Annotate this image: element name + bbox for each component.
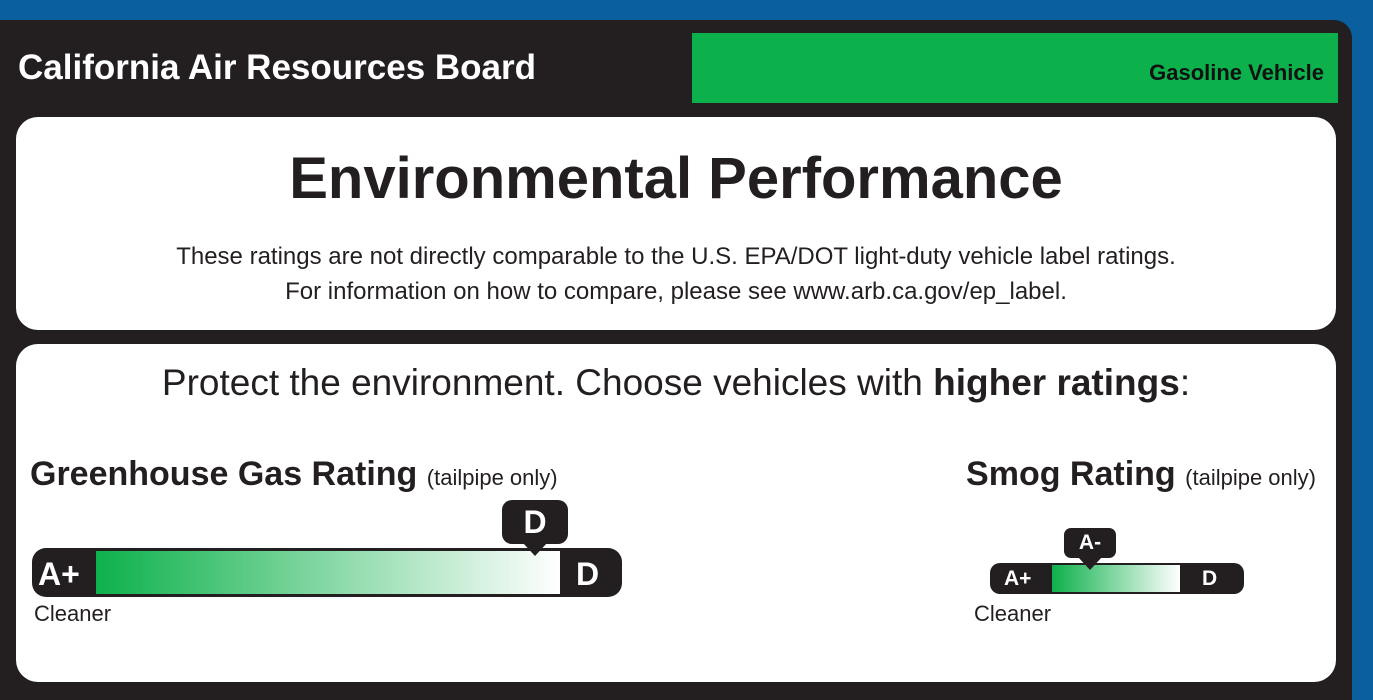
rating-scale: A+ D: [990, 563, 1244, 594]
note: These ratings are not directly comparabl…: [176, 243, 1176, 270]
scale-worst: D: [576, 556, 600, 592]
ratings-box: Protect the environment. Choose vehicles…: [16, 344, 1336, 682]
rating-qualifier: (tailpipe only): [1185, 465, 1316, 490]
note: For information on how to compare, pleas…: [285, 278, 1067, 305]
rating-name: Greenhouse Gas Rating (tailpipe only): [30, 455, 558, 494]
rating-title: Smog Rating: [966, 455, 1176, 493]
tagline-text: Protect the environment. Choose vehicles…: [161, 362, 934, 403]
vehicle-type-box: Gasoline Vehicle: [692, 33, 1338, 103]
tagline-end: :: [1179, 362, 1191, 403]
title-box: Environmental Performance These ratings …: [16, 117, 1336, 330]
organization: California Air Resources Board: [18, 48, 537, 87]
title: Environmental Performance: [289, 146, 1063, 211]
rating-scale: A+ D: [32, 548, 622, 597]
rating-name: Smog Rating (tailpipe only): [966, 455, 1316, 494]
vehicle-type: Gasoline Vehicle: [1149, 60, 1324, 85]
scale-gradient: [1052, 565, 1180, 592]
best-label: Cleaner: [974, 601, 1052, 626]
scale-best: A+: [1004, 567, 1032, 590]
tagline-emphasis: higher ratings: [933, 362, 1180, 403]
tagline: Protect the environment. Choose vehicles…: [16, 362, 1336, 404]
scale-worst: D: [1202, 567, 1218, 590]
rating-title: Greenhouse Gas Rating: [30, 455, 418, 493]
rating-pointer: D: [502, 500, 568, 556]
rating-pointer: A-: [1064, 528, 1116, 570]
scale-best: A+: [38, 556, 80, 592]
rating-qualifier: (tailpipe only): [426, 465, 558, 490]
scale-gradient: [96, 551, 560, 594]
best-label: Cleaner: [34, 601, 112, 626]
